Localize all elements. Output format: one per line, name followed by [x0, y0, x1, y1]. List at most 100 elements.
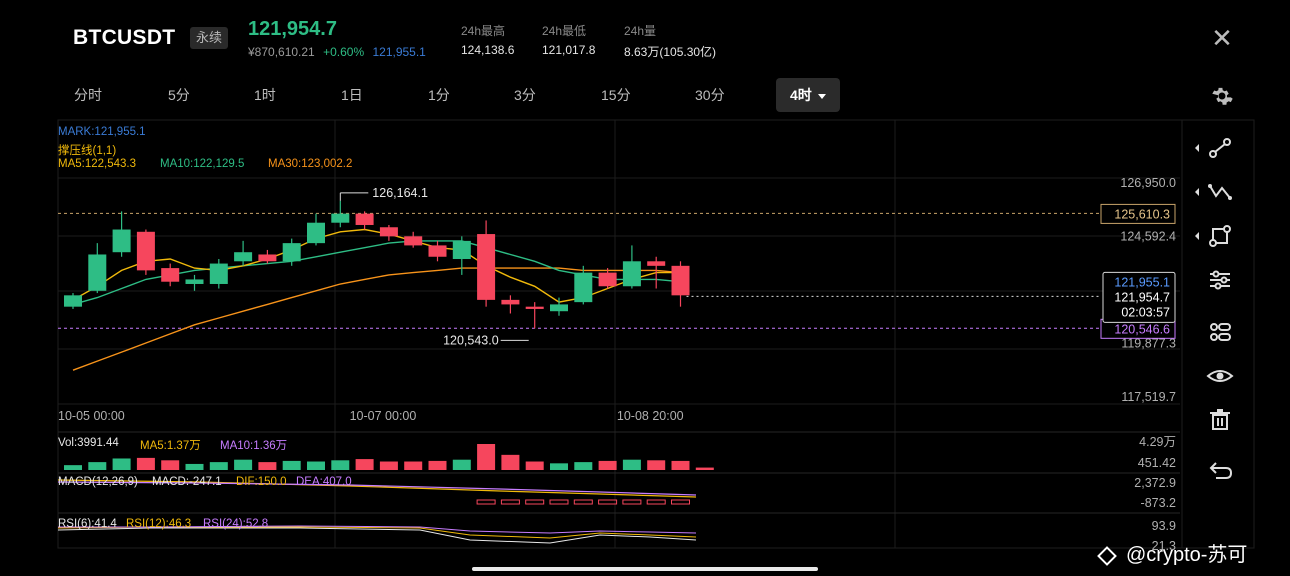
mark-price-tag: 121,955.1 — [1114, 275, 1170, 289]
gear-icon[interactable] — [1210, 84, 1234, 108]
drawing-toolbar — [1182, 120, 1242, 480]
candle-body — [307, 222, 325, 244]
macd-tick: -873.2 — [1141, 496, 1176, 510]
candle-body — [185, 279, 204, 284]
price-subline: ¥870,610.21 +0.60% 121,955.1 — [248, 45, 426, 59]
tab-timeshare[interactable]: 分时 — [74, 87, 102, 103]
stat-value: 121,017.8 — [542, 43, 596, 57]
countdown-tag: 02:03:57 — [1121, 305, 1170, 319]
volume-bar — [136, 457, 155, 470]
last-price-tag-box — [1102, 271, 1176, 323]
volume-bar — [307, 461, 325, 470]
volume-tick: 4.29万 — [1139, 435, 1176, 449]
volume-bar — [355, 459, 374, 470]
stat-value: 8.63万(105.30亿) — [624, 45, 717, 59]
tab-1m[interactable]: 1分 — [428, 87, 450, 103]
chart-frame — [57, 119, 1255, 549]
macd-bar — [525, 499, 545, 505]
candle-body — [379, 227, 398, 237]
price-tick: 117,519.7 — [1121, 390, 1176, 404]
dif-value: DIF:150.0 — [236, 476, 287, 488]
volume-bar — [598, 460, 617, 470]
volume-bar — [574, 462, 593, 470]
rsi12-legend: RSI(12):46.3 — [126, 518, 192, 530]
ma30-legend: MA30:123,002.2 — [268, 158, 353, 170]
volume-legend: Vol:3991.44 — [58, 437, 119, 449]
change-percent: +0.60% — [323, 45, 365, 59]
header: BTCUSDT 永续 121,954.7 ¥870,610.21 +0.60% … — [0, 0, 1290, 72]
price-tick: 126,950.0 — [1120, 176, 1176, 190]
time-tick: 10-07 00:00 — [350, 409, 417, 423]
tab-3m[interactable]: 3分 — [514, 87, 536, 103]
indicator-settings-icon[interactable] — [1204, 264, 1236, 296]
rsi24-line — [58, 525, 697, 534]
volume-bar — [477, 444, 496, 470]
stat-value: 124,138.6 — [461, 43, 515, 57]
cny-price: ¥870,610.21 — [248, 45, 315, 59]
watermark-text: @crypto-苏可 — [1126, 544, 1248, 566]
symbol-title[interactable]: BTCUSDT — [73, 26, 176, 49]
layers-icon[interactable] — [1204, 316, 1236, 348]
dea-line — [57, 481, 697, 496]
volume-bar — [501, 454, 520, 470]
tool-expand-arrow-icon — [1195, 188, 1199, 196]
undo-icon[interactable] — [1204, 456, 1236, 488]
candle-body — [258, 254, 277, 262]
tool-expand-arrow-icon — [1195, 144, 1199, 152]
macd-bar — [573, 499, 593, 505]
volume-bar — [282, 460, 301, 470]
stat-24h-high: 24h最高 124,138.6 — [461, 22, 514, 57]
mark-price: 121,955.1 — [372, 45, 426, 59]
polyline-icon[interactable] — [1204, 176, 1236, 208]
volume-bar — [428, 460, 447, 470]
price-tick: 119,877.3 — [1121, 336, 1176, 350]
last-price-tag: 121,954.7 — [1114, 290, 1170, 304]
volume-bar — [452, 459, 471, 470]
volume-bar — [258, 462, 277, 470]
candle-body — [428, 245, 447, 257]
resistance-tag: 125,610.3 — [1114, 207, 1170, 221]
volume-bar — [525, 461, 544, 470]
dif-line — [57, 479, 697, 498]
candle-body — [477, 234, 496, 300]
binance-square-logo-icon — [1097, 545, 1117, 566]
macd-value: MACD:-247.1 — [152, 476, 222, 488]
tab-1h[interactable]: 1时 — [254, 87, 276, 103]
mark-legend: MARK:121,955.1 — [58, 126, 146, 138]
stat-label: 24h最低 — [542, 24, 587, 38]
candle-body — [355, 213, 374, 225]
candle-body — [501, 299, 520, 305]
rsi24-legend: RSI(24):52.8 — [203, 518, 269, 530]
rsi-tick: 21.3 — [1152, 539, 1176, 553]
close-icon[interactable]: ✕ — [1211, 23, 1233, 53]
tab-15m[interactable]: 15分 — [601, 87, 631, 103]
candle-body — [209, 263, 228, 284]
dea-value: DEA:407.0 — [296, 476, 352, 488]
trend-line-icon[interactable] — [1204, 132, 1236, 164]
tab-4h[interactable]: 4时 — [776, 78, 840, 112]
volume-bar — [671, 460, 690, 470]
shape-icon[interactable] — [1204, 220, 1236, 252]
ma5-legend: MA5:122,543.3 — [58, 158, 137, 170]
trash-icon[interactable] — [1204, 404, 1236, 436]
volume-ma5-legend: MA5:1.37万 — [140, 440, 201, 452]
candle-body — [404, 236, 423, 246]
tab-30m[interactable]: 30分 — [695, 87, 725, 103]
rsi-tick: 93.9 — [1152, 519, 1176, 533]
tab-5m[interactable]: 5分 — [168, 87, 190, 103]
eye-icon[interactable] — [1204, 360, 1236, 392]
rsi6-line — [57, 527, 697, 544]
macd-bar — [646, 499, 666, 505]
candle-body — [282, 243, 301, 262]
rsi6-legend: RSI(6):41.4 — [58, 518, 117, 530]
volume-bar — [161, 460, 180, 470]
macd-bar — [549, 499, 569, 505]
stat-24h-volume: 24h量 8.63万(105.30亿) — [624, 22, 716, 60]
tab-1d[interactable]: 1日 — [341, 87, 363, 103]
home-indicator — [472, 567, 818, 571]
candle-body — [452, 240, 471, 260]
volume-bar — [331, 460, 350, 470]
volume-bar — [622, 459, 641, 470]
macd-bar — [622, 499, 642, 505]
